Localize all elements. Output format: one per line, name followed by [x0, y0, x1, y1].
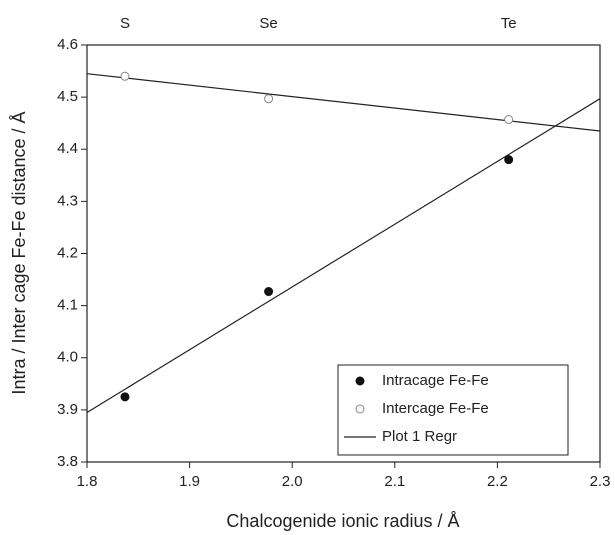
legend-label: Intracage Fe-Fe [382, 372, 489, 389]
y-tick-label: 4.3 [57, 192, 78, 209]
legend-marker [355, 404, 365, 414]
x-tick-label: 2.2 [487, 473, 508, 490]
point [504, 115, 514, 125]
y-axis-label: Intra / Inter cage Fe-Fe distance / Å [9, 111, 29, 394]
regression-line [86, 73, 601, 132]
legend-label: Plot 1 Regr [382, 428, 457, 445]
regression-line [86, 98, 601, 413]
top-label: Se [259, 15, 277, 32]
y-tick-label: 4.0 [57, 349, 78, 366]
y-tick-label: 4.4 [57, 140, 78, 157]
y-tick-label: 4.5 [57, 88, 78, 105]
legend-label: Intercage Fe-Fe [382, 400, 489, 417]
x-tick-label: 1.8 [77, 473, 98, 490]
point [264, 287, 274, 297]
top-label: Te [501, 15, 517, 32]
y-tick-label: 4.6 [57, 36, 78, 53]
legend-box [337, 364, 569, 456]
y-tick-label: 4.2 [57, 244, 78, 261]
top-label: S [120, 15, 130, 32]
x-tick-label: 2.3 [590, 473, 611, 490]
point [504, 155, 514, 165]
y-tick-label: 3.9 [57, 401, 78, 418]
point [120, 392, 130, 402]
legend-marker [355, 376, 365, 386]
y-tick-label: 3.8 [57, 453, 78, 470]
x-tick-label: 2.1 [384, 473, 405, 490]
x-tick-label: 2.0 [282, 473, 303, 490]
point [120, 71, 130, 81]
x-axis-label: Chalcogenide ionic radius / Å [226, 511, 459, 531]
point [264, 94, 274, 104]
x-tick-label: 1.9 [179, 473, 200, 490]
y-tick-label: 4.1 [57, 297, 78, 314]
